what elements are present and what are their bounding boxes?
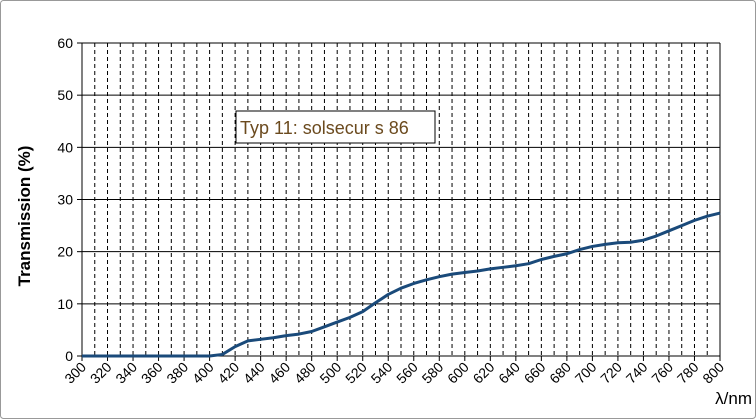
y-tick-label: 0 [65, 348, 73, 364]
annotation: Typ 11: solsecur s 86 [240, 118, 409, 138]
y-tick-label: 10 [57, 296, 73, 312]
x-axis-label: λ/nm [715, 389, 752, 408]
y-tick-label: 20 [57, 244, 73, 260]
y-tick-label: 40 [57, 139, 73, 155]
y-tick-label: 30 [57, 192, 73, 208]
y-tick-label: 60 [57, 35, 73, 51]
annotation-box [235, 110, 436, 144]
y-tick-label: 50 [57, 87, 73, 103]
y-axis-label: Transmission (%) [15, 146, 34, 287]
data-line [82, 211, 721, 358]
